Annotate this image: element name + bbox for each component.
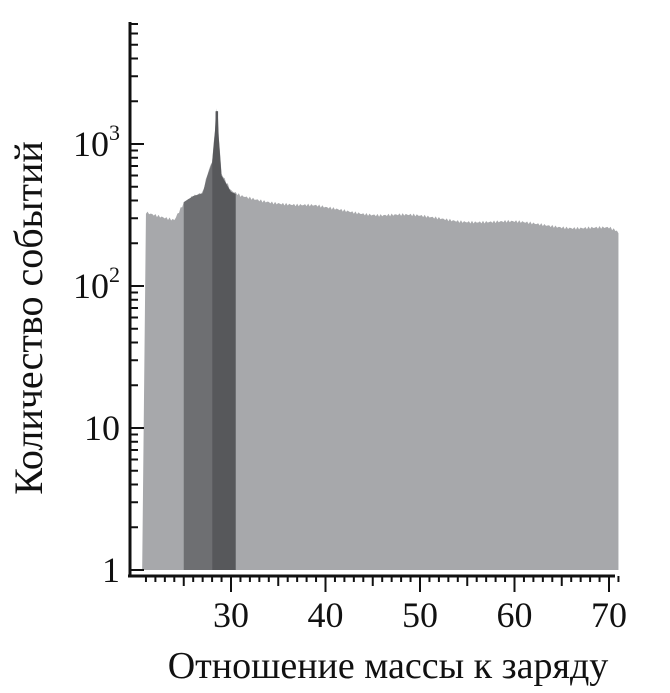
ticks-layer: 1 10 102 103 30 40 50 60 70	[73, 22, 627, 635]
x-tick-label-3: 60	[497, 595, 533, 635]
x-tick-label-1: 40	[308, 595, 344, 635]
y-axis-label: Количество событий	[6, 141, 51, 495]
y-tick-label-2: 102	[73, 262, 120, 306]
histogram-area	[142, 108, 619, 571]
x-axis-label: Отношение массы к заряду	[168, 645, 609, 687]
highlight-bands-layer	[183, 111, 236, 571]
x-tick-label-0: 30	[213, 595, 249, 635]
x-tick-label-4: 70	[591, 595, 627, 635]
bars-layer	[142, 108, 619, 571]
highlight-band-0	[183, 162, 213, 570]
y-tick-label-3: 103	[73, 120, 120, 164]
y-tick-label-1: 10	[84, 408, 120, 448]
y-tick-label-0: 1	[102, 550, 120, 590]
highlight-band-1	[212, 111, 236, 571]
x-tick-label-2: 50	[402, 595, 438, 635]
